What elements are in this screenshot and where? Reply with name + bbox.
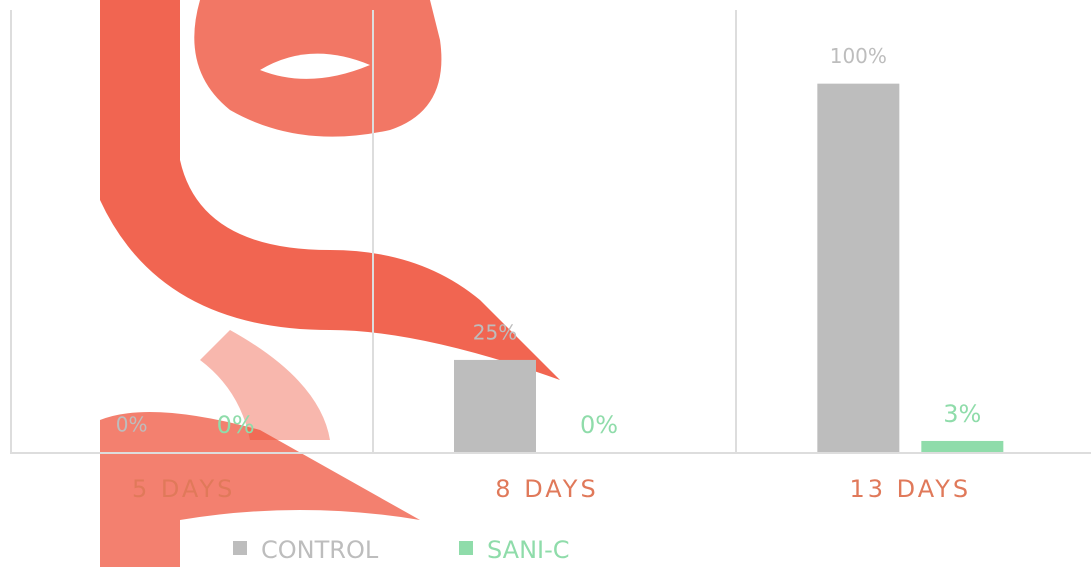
bar [817,83,900,453]
x-tick-label: 8 DAYS [495,475,598,503]
value-label: 0% [217,411,255,439]
value-label: 100% [830,44,887,68]
bar [921,440,1004,452]
legend-swatch [233,541,247,555]
value-label: 0% [580,411,618,439]
x-tick-label: 13 DAYS [849,475,971,503]
value-label: 3% [943,400,981,428]
legend-label: SANI-C [487,536,570,564]
watermark [100,0,560,567]
value-label: 0% [116,413,148,437]
legend-swatch [459,541,473,555]
legend-label: CONTROL [261,536,379,564]
separators [10,10,737,452]
bar [454,359,536,452]
value-label: 25% [473,320,517,344]
x-tick-label: 5 DAYS [132,475,235,503]
